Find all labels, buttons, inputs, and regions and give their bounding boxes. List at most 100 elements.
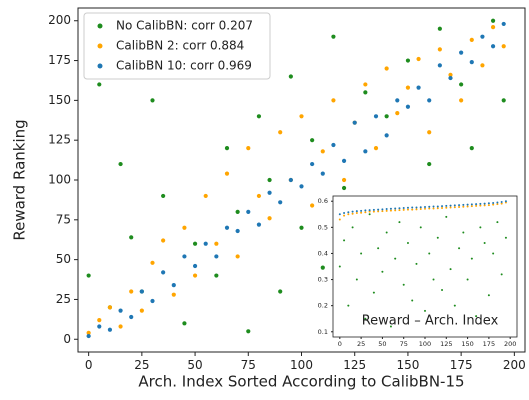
point <box>192 273 198 278</box>
point <box>288 177 293 183</box>
point <box>347 213 350 216</box>
point <box>139 308 144 313</box>
point <box>469 37 474 42</box>
point <box>492 252 495 255</box>
point <box>415 206 418 209</box>
point <box>490 18 496 23</box>
plot-area <box>332 195 518 338</box>
point <box>338 213 341 216</box>
point <box>331 142 336 148</box>
point <box>214 254 219 259</box>
point <box>352 120 357 125</box>
x-axis-label: Arch. Index Sorted According to CalibBN-… <box>138 373 464 391</box>
point <box>355 278 358 281</box>
point <box>462 203 465 206</box>
point <box>341 158 347 163</box>
point <box>364 211 367 214</box>
point <box>355 210 358 213</box>
point <box>360 209 363 212</box>
point <box>97 324 102 329</box>
point <box>107 327 113 332</box>
point <box>368 209 371 212</box>
point <box>424 205 426 208</box>
point <box>381 270 384 273</box>
point <box>432 205 435 208</box>
point <box>246 146 251 151</box>
point <box>310 203 315 208</box>
point <box>377 208 380 211</box>
x-tick-label: 0 <box>338 340 342 348</box>
point <box>504 236 507 239</box>
point <box>246 209 251 214</box>
point <box>150 260 155 265</box>
point <box>338 218 341 221</box>
point <box>385 231 388 234</box>
x-tick-label: 50 <box>378 340 386 348</box>
point <box>411 208 414 211</box>
point <box>458 205 461 208</box>
point <box>406 208 409 211</box>
point <box>496 221 499 224</box>
point <box>214 241 219 246</box>
point <box>428 252 431 255</box>
point <box>475 203 478 206</box>
point <box>299 114 304 119</box>
point <box>97 318 102 323</box>
point <box>475 204 478 207</box>
point <box>453 204 456 207</box>
point <box>441 205 444 208</box>
point <box>278 200 283 205</box>
point <box>192 263 198 269</box>
point <box>462 205 465 208</box>
point <box>395 98 400 103</box>
point <box>394 209 397 212</box>
point <box>372 210 375 213</box>
point <box>459 50 464 55</box>
point <box>398 221 401 224</box>
x-tick-label: 25 <box>357 340 365 348</box>
x-tick-label: 0 <box>85 358 93 372</box>
point <box>343 214 346 217</box>
x-tick-label: 200 <box>504 340 516 348</box>
point <box>487 294 490 297</box>
point <box>368 213 371 216</box>
point <box>428 207 431 210</box>
point <box>470 203 473 206</box>
point <box>363 82 368 87</box>
point <box>490 44 496 49</box>
point <box>381 210 384 213</box>
point <box>445 206 448 209</box>
point <box>496 203 499 206</box>
point <box>448 75 453 81</box>
point <box>161 238 166 243</box>
legend-marker <box>97 63 103 69</box>
point <box>150 98 155 103</box>
point <box>364 317 367 320</box>
point <box>139 289 144 294</box>
point <box>224 146 230 151</box>
point <box>470 257 473 260</box>
y-tick-label: 175 <box>48 53 71 67</box>
point <box>338 265 341 268</box>
point <box>351 212 354 215</box>
point <box>86 273 91 278</box>
point <box>384 66 389 71</box>
x-tick-label: 175 <box>483 340 495 348</box>
legend-marker <box>97 43 103 49</box>
point <box>492 203 495 206</box>
point <box>331 34 336 39</box>
point <box>445 204 448 207</box>
point <box>171 292 176 297</box>
point <box>347 304 350 307</box>
point <box>267 190 272 195</box>
point <box>214 273 219 278</box>
point <box>299 225 304 230</box>
point <box>501 98 506 103</box>
point <box>428 205 431 208</box>
point <box>384 133 389 138</box>
point <box>441 207 444 210</box>
point <box>129 235 134 240</box>
point <box>86 333 91 339</box>
x-tick-label: 150 <box>396 358 419 372</box>
point <box>320 171 325 176</box>
